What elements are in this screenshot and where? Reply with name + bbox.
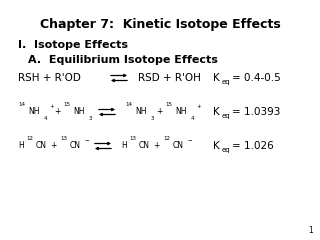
- Text: −: −: [187, 138, 192, 143]
- Text: 13: 13: [60, 137, 67, 142]
- Text: 14: 14: [125, 102, 132, 108]
- Text: +: +: [50, 142, 56, 150]
- Text: +: +: [156, 108, 162, 116]
- Text: CN: CN: [139, 142, 150, 150]
- Text: −: −: [84, 138, 89, 143]
- Text: 4: 4: [44, 115, 47, 120]
- Text: +: +: [153, 142, 159, 150]
- Text: +: +: [49, 103, 54, 108]
- Text: 4: 4: [191, 115, 195, 120]
- Text: eq: eq: [222, 147, 231, 153]
- Text: RSD + R'OH: RSD + R'OH: [138, 73, 201, 83]
- Text: H: H: [121, 142, 127, 150]
- Text: CN: CN: [70, 142, 81, 150]
- Text: NH: NH: [175, 108, 187, 116]
- Text: 15: 15: [165, 102, 172, 108]
- Text: K: K: [213, 141, 220, 151]
- Text: +: +: [196, 103, 201, 108]
- Text: CN: CN: [173, 142, 184, 150]
- Text: RSH + R'OD: RSH + R'OD: [18, 73, 81, 83]
- Text: K: K: [213, 73, 220, 83]
- Text: 3: 3: [151, 115, 155, 120]
- Text: 1: 1: [308, 226, 313, 235]
- Text: eq: eq: [222, 79, 231, 85]
- Text: 14: 14: [18, 102, 25, 108]
- Text: +: +: [54, 108, 60, 116]
- Text: NH: NH: [73, 108, 84, 116]
- Text: CN: CN: [36, 142, 47, 150]
- Text: 12: 12: [26, 137, 33, 142]
- Text: NH: NH: [28, 108, 39, 116]
- Text: eq: eq: [222, 113, 231, 119]
- Text: H: H: [18, 142, 24, 150]
- Text: = 1.026: = 1.026: [232, 141, 274, 151]
- Text: 12: 12: [163, 137, 170, 142]
- Text: = 1.0393: = 1.0393: [232, 107, 280, 117]
- Text: Chapter 7:  Kinetic Isotope Effects: Chapter 7: Kinetic Isotope Effects: [40, 18, 280, 31]
- Text: 3: 3: [89, 115, 92, 120]
- Text: 13: 13: [129, 137, 136, 142]
- Text: I.  Isotope Effects: I. Isotope Effects: [18, 40, 128, 50]
- Text: 15: 15: [63, 102, 70, 108]
- Text: NH: NH: [135, 108, 147, 116]
- Text: = 0.4-0.5: = 0.4-0.5: [232, 73, 281, 83]
- Text: A.  Equilibrium Isotope Effects: A. Equilibrium Isotope Effects: [28, 55, 218, 65]
- Text: K: K: [213, 107, 220, 117]
